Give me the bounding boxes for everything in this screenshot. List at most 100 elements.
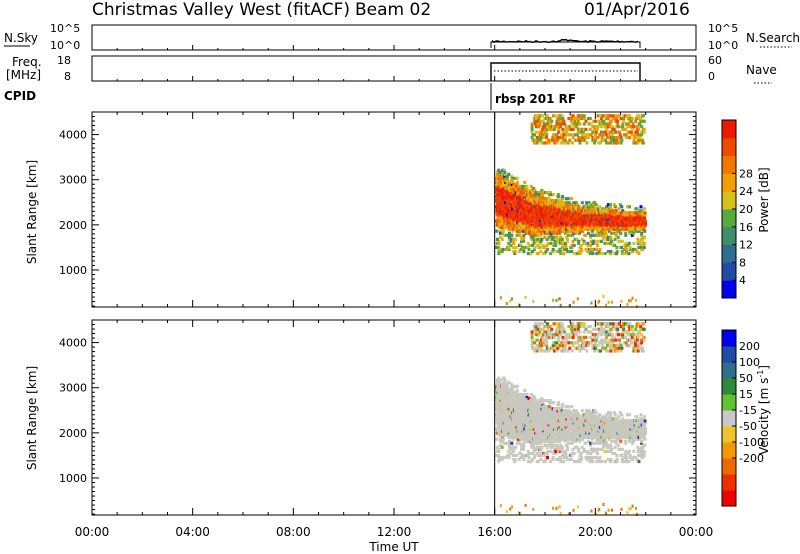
velocity-cell xyxy=(538,449,542,453)
freq-label-line2: [MHz] xyxy=(6,68,41,82)
power-cell xyxy=(561,130,565,134)
power-cell xyxy=(507,201,511,205)
power-cell xyxy=(634,135,638,140)
power-cell xyxy=(587,133,591,137)
velocity-cell xyxy=(496,447,500,451)
velocity-cell xyxy=(518,419,522,423)
power-cell xyxy=(549,237,553,241)
power-cell xyxy=(618,227,622,231)
power-cell xyxy=(601,114,605,118)
velocity-cell xyxy=(556,429,560,433)
velocity-cell xyxy=(505,427,509,431)
velocity-cell xyxy=(558,447,562,451)
power-cell xyxy=(620,299,623,303)
power-cell xyxy=(536,243,540,248)
power-cell xyxy=(538,135,542,140)
velocity-cell xyxy=(519,443,523,447)
power-cell xyxy=(626,243,630,248)
power-cell xyxy=(518,211,522,215)
power-cell xyxy=(534,217,538,221)
power-cell xyxy=(519,199,523,203)
power-cell xyxy=(567,249,571,254)
power-cell xyxy=(589,243,593,248)
velocity-cell xyxy=(534,398,538,403)
power-cell xyxy=(628,116,632,121)
velocity-cell xyxy=(528,407,532,411)
power-cell xyxy=(622,247,626,252)
velocity-cell xyxy=(532,346,536,350)
power-cell xyxy=(577,239,581,243)
power-cell xyxy=(629,299,632,303)
power-cell xyxy=(546,231,550,235)
velocity-cell xyxy=(529,421,533,425)
velocity-cell xyxy=(542,431,546,435)
power-cell xyxy=(524,223,528,227)
velocity-cell xyxy=(494,453,498,458)
velocity-cell xyxy=(526,405,530,409)
velocity-cell xyxy=(547,349,551,353)
power-cell xyxy=(501,178,505,183)
power-cell xyxy=(530,237,534,241)
power-cell xyxy=(593,141,597,145)
power-cell xyxy=(519,221,523,225)
power-cell xyxy=(496,195,500,199)
velocity-cell xyxy=(504,384,508,388)
velocity-cell xyxy=(556,409,560,413)
velocity-cell xyxy=(535,417,539,421)
velocity-cell xyxy=(534,330,538,334)
power-cell xyxy=(545,223,549,227)
power-cell xyxy=(540,223,544,227)
power-cell xyxy=(497,225,501,229)
power-cell xyxy=(567,116,571,121)
power-cell xyxy=(570,116,574,121)
velocity-cell xyxy=(521,433,525,437)
power-cell xyxy=(519,217,523,221)
power-cell xyxy=(632,141,636,145)
velocity-cell xyxy=(550,327,554,331)
power-cell xyxy=(507,211,511,215)
velocity-cell xyxy=(525,403,529,407)
power-cell xyxy=(529,215,533,219)
power-cell xyxy=(529,184,533,189)
cpid-label: CPID xyxy=(4,89,36,103)
power-cell xyxy=(610,239,614,243)
power-cell xyxy=(608,203,612,207)
velocity-cell xyxy=(539,411,543,415)
power-cell xyxy=(640,130,644,134)
power-cell xyxy=(575,125,579,129)
power-cell xyxy=(508,186,512,191)
power-cell xyxy=(546,207,550,211)
power-cell xyxy=(565,219,569,223)
power-cell xyxy=(578,221,582,225)
power-cell xyxy=(602,223,606,227)
power-cell xyxy=(574,229,578,233)
power-cell xyxy=(508,221,512,225)
power-cell xyxy=(495,176,499,180)
power-cell xyxy=(526,193,530,197)
velocity-cell xyxy=(532,445,536,449)
power-cell xyxy=(619,211,623,215)
power-cell xyxy=(559,303,562,307)
power-cell xyxy=(642,130,646,134)
power-cell xyxy=(591,138,595,142)
velocity-cell xyxy=(547,443,551,447)
power-cell xyxy=(634,223,638,227)
power-cell xyxy=(590,229,594,233)
power-cell xyxy=(536,122,540,126)
power-cell xyxy=(609,223,613,227)
power-cell xyxy=(564,203,568,207)
power-cell xyxy=(628,247,632,252)
power-cell xyxy=(592,239,596,243)
power-cell xyxy=(538,205,542,209)
velocity-cell xyxy=(518,441,522,445)
power-cell xyxy=(528,211,532,215)
power-cell xyxy=(605,141,609,145)
power-cell xyxy=(575,215,579,219)
power-cell xyxy=(562,135,566,140)
power-cell xyxy=(613,237,617,241)
velocity-cell xyxy=(501,396,505,401)
power-cell xyxy=(586,241,590,245)
power-cell xyxy=(612,215,616,219)
velocity-cell xyxy=(536,346,540,350)
power-cell xyxy=(568,125,572,129)
